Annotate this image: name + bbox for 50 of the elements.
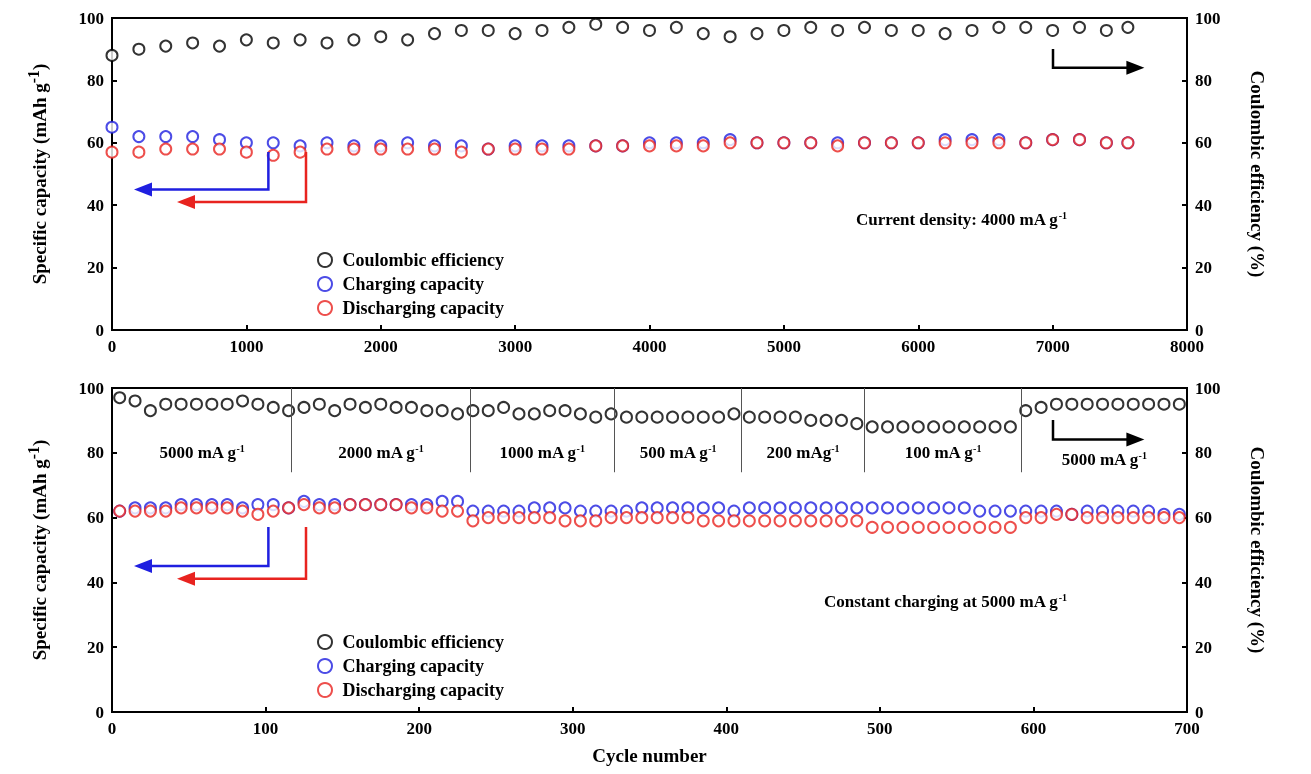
y2-tick-label: 60 bbox=[1195, 508, 1212, 528]
legend-label: Charging capacity bbox=[342, 274, 484, 294]
y2-axis-title: Coulombic efficiency (%) bbox=[1246, 446, 1268, 654]
y-tick-label: 100 bbox=[78, 378, 104, 398]
x-tick-label: 8000 bbox=[1170, 337, 1204, 356]
x-tick-label: 0 bbox=[107, 337, 117, 356]
y-tick-label: 40 bbox=[87, 195, 104, 215]
y2-tick-label: 20 bbox=[1195, 637, 1212, 657]
legend-label: Discharging capacity bbox=[342, 680, 504, 700]
y2-tick-label: 60 bbox=[1195, 133, 1212, 153]
x-tick-label: 200 bbox=[406, 719, 432, 738]
y-tick-label: 60 bbox=[87, 508, 104, 528]
y2-tick-label: 0 bbox=[1195, 320, 1204, 340]
x-tick-label: 2000 bbox=[363, 337, 398, 356]
x-tick-label: 3000 bbox=[498, 337, 533, 356]
y-tick-label: 80 bbox=[87, 443, 104, 463]
y2-tick-label: 80 bbox=[1195, 70, 1212, 90]
y2-tick-label: 100 bbox=[1195, 8, 1221, 28]
y-tick-label: 100 bbox=[78, 8, 104, 28]
y-tick-label: 20 bbox=[87, 258, 104, 278]
x-tick-label: 7000 bbox=[1035, 337, 1070, 356]
y2-tick-label: 80 bbox=[1195, 443, 1212, 463]
y2-tick-label: 100 bbox=[1195, 378, 1221, 398]
y-tick-label: 20 bbox=[87, 637, 104, 657]
y2-axis-title: Coulombic efficiency (%) bbox=[1246, 70, 1268, 278]
x-tick-label: 4000 bbox=[632, 337, 667, 356]
x-tick-label: 1000 bbox=[229, 337, 264, 356]
y2-tick-label: 20 bbox=[1195, 258, 1212, 278]
x-tick-label: 600 bbox=[1020, 719, 1047, 738]
x-tick-label: 400 bbox=[713, 719, 740, 738]
y2-tick-label: 0 bbox=[1195, 702, 1204, 722]
x-tick-label: 0 bbox=[107, 719, 117, 738]
y-tick-label: 0 bbox=[95, 320, 104, 340]
y-tick-label: 60 bbox=[87, 133, 104, 153]
y-tick-label: 80 bbox=[87, 70, 104, 90]
x-tick-label: 700 bbox=[1174, 719, 1200, 738]
legend-label: Coulombic efficiency bbox=[342, 250, 504, 270]
y2-tick-label: 40 bbox=[1195, 572, 1212, 592]
y-tick-label: 0 bbox=[95, 702, 104, 722]
x-tick-label: 5000 bbox=[766, 337, 801, 356]
legend-label: Coulombic efficiency bbox=[342, 632, 504, 652]
y-tick-label: 40 bbox=[87, 572, 104, 592]
legend-label: Charging capacity bbox=[342, 656, 484, 676]
x-tick-label: 100 bbox=[252, 719, 279, 738]
x-axis-title: Cycle number bbox=[592, 745, 708, 766]
y2-tick-label: 40 bbox=[1195, 195, 1212, 215]
x-tick-label: 6000 bbox=[901, 337, 936, 356]
x-tick-label: 500 bbox=[867, 719, 893, 738]
x-tick-label: 300 bbox=[559, 719, 586, 738]
legend-label: Discharging capacity bbox=[342, 298, 504, 318]
